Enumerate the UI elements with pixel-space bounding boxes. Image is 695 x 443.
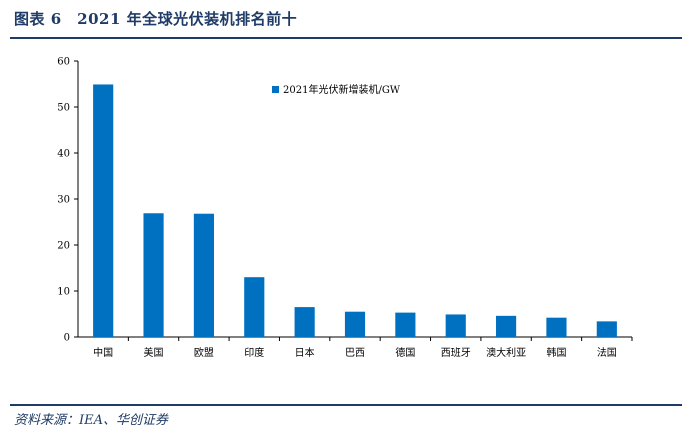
bar: [596, 321, 617, 337]
bar: [395, 312, 416, 337]
source-divider: [10, 404, 682, 406]
title-divider: [10, 37, 682, 39]
bar: [244, 277, 265, 337]
x-tick-label: 巴西: [345, 347, 365, 359]
y-tick-label: 40: [57, 149, 70, 160]
bar: [193, 213, 214, 337]
source-note: 资料来源：IEA、华创证券: [14, 413, 169, 428]
y-axis-ticks: 0 10 20 30 40 50 60: [57, 57, 78, 344]
x-tick-label: 日本: [295, 346, 315, 359]
y-tick-label: 20: [57, 241, 70, 252]
y-tick-label: 50: [57, 103, 70, 114]
legend: 2021年光伏新增装机/GW: [272, 83, 401, 96]
x-tick-label: 法国: [597, 346, 617, 359]
x-tick-label: 西班牙: [441, 347, 471, 359]
x-tick-label: 中国: [93, 346, 113, 359]
x-tick-label: 韩国: [546, 346, 566, 359]
x-tick-label: 德国: [395, 346, 415, 359]
y-tick-label: 60: [57, 57, 70, 68]
bar: [445, 314, 466, 337]
x-tick-label: 欧盟: [194, 347, 214, 359]
x-tick-label: 印度: [244, 346, 264, 359]
x-axis-ticks: 中国 美国 欧盟 印度 日本 巴西 德国 西班牙 澳大利亚 韩国 法国: [93, 337, 633, 359]
y-tick-label: 30: [57, 195, 70, 206]
bar: [496, 315, 517, 337]
bar: [143, 213, 164, 337]
x-tick-label: 美国: [144, 346, 164, 359]
bar: [294, 307, 315, 337]
legend-swatch: [272, 86, 279, 93]
bars: [93, 84, 617, 338]
legend-label: 2021年光伏新增装机/GW: [283, 83, 401, 96]
bar: [344, 311, 366, 337]
y-tick-label: 10: [57, 287, 70, 298]
x-tick-label: 澳大利亚: [486, 346, 526, 359]
bar: [546, 317, 567, 337]
figure-title: 图表 6 2021 年全球光伏装机排名前十: [14, 10, 298, 28]
bar: [93, 84, 114, 338]
y-tick-label: 0: [64, 333, 70, 344]
